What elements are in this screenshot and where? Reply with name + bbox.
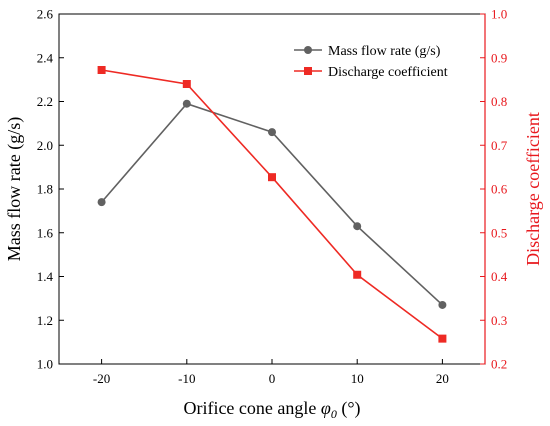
data-point-square [438, 334, 447, 343]
x-tick-label: -20 [93, 371, 110, 386]
data-point-square [268, 173, 276, 182]
left-y-tick-label: 1.6 [37, 225, 54, 240]
x-axis-ticks: -20 -10 0 10 20 [93, 359, 449, 386]
right-y-tick-label: 0.4 [491, 269, 508, 284]
series-circle [97, 99, 447, 309]
left-y-tick-label: 2.2 [37, 94, 53, 109]
data-point-circle [97, 198, 106, 207]
left-y-tick-label: 1.4 [37, 269, 54, 284]
left-y-axis-ticks: 1.0 1.2 1.4 1.6 1.8 2.0 2.2 2.4 2.6 [37, 7, 64, 372]
data-point-circle [353, 222, 362, 231]
left-y-tick-label: 2.4 [37, 50, 54, 65]
right-y-tick-label: 0.7 [491, 138, 508, 153]
legend-label: Mass flow rate (g/s) [328, 44, 441, 59]
legend-marker-circle [304, 46, 312, 54]
right-y-axis-title: Discharge coefficient [523, 112, 543, 266]
series-line [101, 69, 443, 340]
left-y-tick-label: 1.0 [37, 357, 53, 372]
data-point-square [182, 80, 191, 88]
left-y-tick-label: 2.6 [37, 7, 54, 22]
legend-label: Discharge coefficient [328, 65, 448, 80]
legend: Mass flow rate (g/s) Discharge coefficien… [294, 44, 448, 80]
legend-marker-square [304, 67, 312, 75]
x-tick-label: -10 [178, 371, 195, 386]
x-axis-title: Orifice cone angle φ0 (°) [183, 398, 360, 421]
left-y-tick-label: 2.0 [37, 138, 53, 153]
series-square [97, 66, 447, 343]
x-axis-title-subscript: 0 [331, 407, 337, 421]
x-tick-label: 0 [269, 371, 276, 386]
data-point-circle [438, 300, 447, 309]
right-y-tick-label: 0.5 [491, 225, 507, 240]
data-point-circle [182, 99, 191, 108]
x-axis-title-unit: (°) [337, 398, 361, 419]
right-y-tick-label: 0.9 [491, 50, 507, 65]
legend-item: Discharge coefficient [294, 65, 448, 80]
right-y-axis-ticks: 0.2 0.3 0.4 0.5 0.6 0.7 0.8 0.9 1.0 [480, 7, 508, 372]
left-y-tick-label: 1.2 [37, 313, 53, 328]
right-y-tick-label: 0.3 [491, 313, 507, 328]
right-y-tick-label: 0.8 [491, 94, 507, 109]
right-y-tick-label: 0.2 [491, 357, 507, 372]
x-axis-title-prefix: Orifice cone angle [183, 398, 320, 418]
data-point-circle [268, 128, 276, 137]
series-layer [97, 66, 447, 343]
right-y-tick-label: 0.6 [491, 182, 508, 197]
legend-item: Mass flow rate (g/s) [294, 44, 441, 59]
left-y-axis-title: Mass flow rate (g/s) [4, 117, 25, 261]
left-y-tick-label: 1.8 [37, 182, 53, 197]
right-y-tick-label: 1.0 [491, 7, 507, 22]
data-point-square [97, 66, 106, 74]
x-tick-label: 20 [436, 371, 449, 386]
x-axis-title-symbol: φ [321, 398, 331, 418]
x-tick-label: 10 [351, 371, 364, 386]
data-point-square [353, 270, 362, 279]
